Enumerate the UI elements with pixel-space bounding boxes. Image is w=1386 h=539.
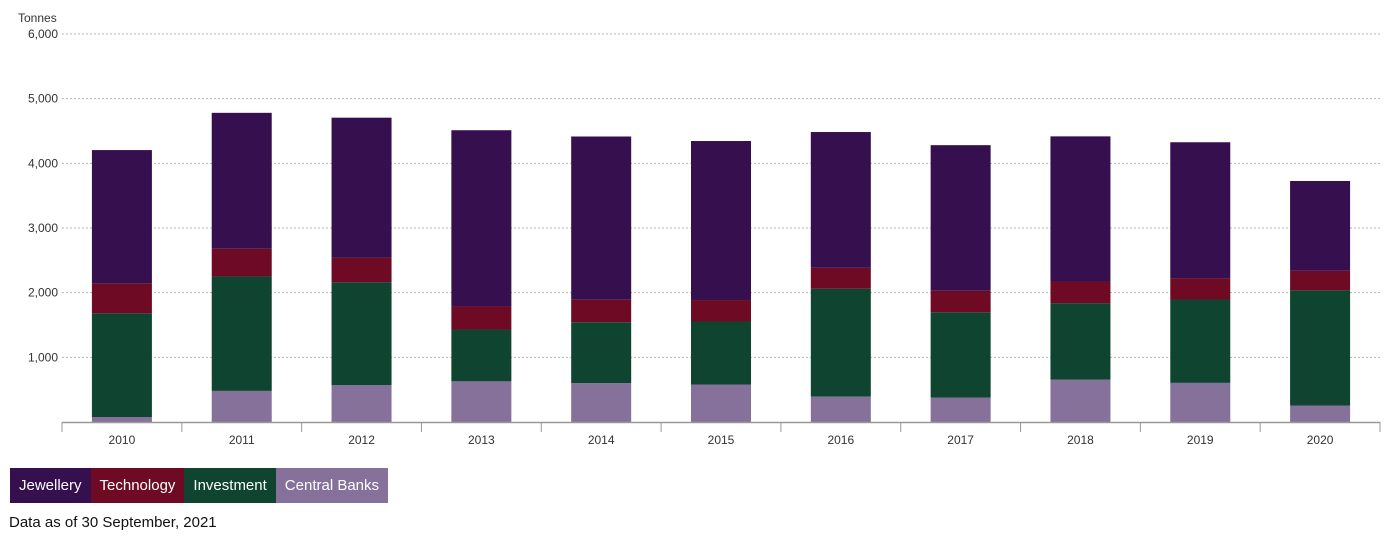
bar-investment-2010 — [91, 313, 152, 418]
chart-svg: Tonnes 1,000 2,000 3,000 4,000 5,000 6,000 2010… — [18, 11, 1381, 447]
bar-central-banks-2013 — [451, 381, 512, 422]
bar-jewellery-2015 — [691, 141, 751, 301]
x-tick-label: 2010 — [109, 433, 136, 447]
bar-central-banks-2018 — [1050, 379, 1111, 422]
stacked-bar-chart: Tonnes 1,000 2,000 3,000 4,000 5,000 6,000 2010… — [18, 11, 1381, 447]
x-tick-label: 2018 — [1067, 433, 1094, 447]
x-tick-label: 2013 — [468, 433, 495, 447]
bar-central-banks-2010 — [91, 417, 152, 422]
bar-technology-2017 — [930, 290, 991, 313]
x-tick-label: 2019 — [1187, 433, 1214, 447]
legend: Jewellery Technology Investment Central … — [10, 468, 389, 503]
bar-central-banks-2016 — [810, 396, 871, 422]
bar-investment-2014 — [571, 322, 632, 384]
bar-central-banks-2012 — [331, 385, 392, 422]
bar-investment-2020 — [1290, 290, 1351, 406]
data-date-note: Data as of 30 September, 2021 — [9, 514, 217, 531]
bar-technology-2011 — [211, 248, 272, 277]
bar-investment-2011 — [211, 276, 272, 391]
y-tick-label: 1,000 — [28, 350, 58, 364]
bar-jewellery-2010 — [91, 150, 152, 284]
bar-investment-2018 — [1050, 303, 1111, 380]
bar-jewellery-2014 — [571, 136, 632, 300]
bar-jewellery-2012 — [331, 117, 392, 258]
bar-investment-2012 — [331, 282, 392, 386]
legend-item-investment[interactable]: Investment — [184, 468, 276, 503]
x-tick-label: 2017 — [947, 433, 974, 447]
bar-investment-2017 — [930, 312, 991, 398]
y-tick-label: 6,000 — [28, 27, 58, 41]
bar-jewellery-2011 — [211, 112, 272, 249]
bar-technology-2016 — [810, 267, 871, 289]
bar-central-banks-2014 — [571, 383, 632, 422]
legend-item-jewellery[interactable]: Jewellery — [10, 468, 91, 503]
bar-jewellery-2020 — [1290, 180, 1351, 271]
x-tick-label: 2012 — [348, 433, 375, 447]
bar-jewellery-2018 — [1050, 136, 1111, 282]
bar-technology-2018 — [1050, 281, 1111, 304]
bar-jewellery-2013 — [451, 130, 512, 307]
bar-central-banks-2020 — [1290, 405, 1351, 422]
y-axis-title: Tonnes — [18, 11, 57, 25]
x-tick-label: 2015 — [708, 433, 735, 447]
bar-technology-2015 — [691, 300, 751, 322]
legend-item-central-banks[interactable]: Central Banks — [275, 468, 389, 503]
bar-technology-2013 — [451, 306, 512, 330]
bar-central-banks-2017 — [930, 397, 991, 422]
legend-item-technology[interactable]: Technology — [90, 468, 185, 503]
x-tick-label: 2016 — [827, 433, 854, 447]
x-tick-label: 2011 — [229, 433, 255, 447]
x-tick-label: 2014 — [588, 433, 615, 447]
bar-central-banks-2015 — [691, 384, 751, 422]
bar-investment-2013 — [451, 329, 512, 382]
y-tick-label: 2,000 — [28, 286, 58, 300]
y-tick-label: 5,000 — [28, 92, 58, 106]
bar-central-banks-2011 — [211, 390, 272, 422]
y-tick-label: 3,000 — [28, 221, 58, 235]
bar-central-banks-2019 — [1170, 382, 1231, 422]
bar-technology-2014 — [571, 299, 632, 323]
bar-jewellery-2016 — [810, 132, 871, 268]
bar-technology-2010 — [91, 283, 152, 314]
bar-investment-2016 — [810, 288, 871, 397]
bar-technology-2019 — [1170, 278, 1231, 300]
y-tick-label: 4,000 — [28, 156, 58, 170]
bar-investment-2019 — [1170, 299, 1231, 383]
bar-investment-2015 — [691, 321, 751, 385]
bar-jewellery-2019 — [1170, 142, 1231, 279]
bar-technology-2012 — [331, 257, 392, 283]
bar-technology-2020 — [1290, 270, 1351, 291]
x-tick-label: 2020 — [1307, 433, 1334, 447]
bar-jewellery-2017 — [930, 145, 991, 291]
